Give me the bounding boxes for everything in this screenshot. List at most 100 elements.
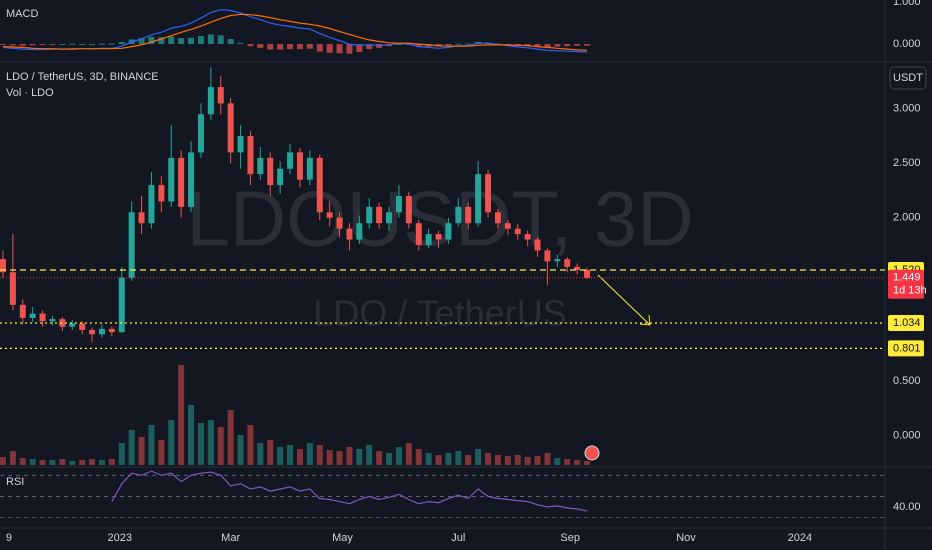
macd-histogram-bar bbox=[534, 44, 541, 47]
candle-body bbox=[554, 259, 561, 262]
currency-button-label[interactable]: USDT bbox=[893, 72, 923, 84]
macd-histogram-bar bbox=[0, 44, 6, 46]
volume-bar bbox=[69, 461, 76, 465]
volume-bar bbox=[574, 460, 581, 465]
candle-body bbox=[326, 212, 333, 218]
volume-bar bbox=[465, 455, 472, 465]
volume-bar bbox=[504, 456, 511, 465]
volume-bar bbox=[435, 455, 442, 465]
volume-bar bbox=[326, 450, 333, 465]
macd-label: MACD bbox=[6, 8, 38, 20]
candle-body bbox=[207, 87, 214, 115]
candle-body bbox=[435, 234, 442, 240]
candle-body bbox=[405, 195, 412, 224]
signal-line bbox=[2, 13, 588, 51]
candle-body bbox=[158, 185, 165, 202]
macd-histogram-bar bbox=[257, 44, 264, 48]
candle-body bbox=[287, 152, 294, 169]
candle-body bbox=[237, 136, 244, 153]
macd-histogram-bar bbox=[584, 44, 591, 46]
volume-bar bbox=[287, 445, 294, 465]
candle-body bbox=[346, 228, 353, 240]
volume-bar bbox=[39, 460, 46, 465]
macd-histogram-bar bbox=[346, 44, 353, 54]
macd-histogram-bar bbox=[445, 44, 452, 46]
candle-body bbox=[386, 212, 393, 224]
y-tick-label: 3.000 bbox=[893, 103, 921, 115]
macd-histogram-bar bbox=[554, 44, 561, 47]
candle-body bbox=[9, 272, 16, 305]
event-icon[interactable] bbox=[584, 445, 600, 461]
macd-histogram-bar bbox=[544, 44, 551, 47]
volume-bar bbox=[395, 447, 402, 465]
candle-body bbox=[29, 313, 36, 318]
volume-bar bbox=[296, 449, 303, 465]
candle-body bbox=[574, 266, 581, 271]
volume-bar bbox=[108, 459, 115, 465]
volume-bar bbox=[9, 451, 16, 465]
volume-bar bbox=[405, 443, 412, 465]
volume-bar bbox=[118, 443, 125, 465]
macd-histogram-bar bbox=[395, 44, 402, 46]
volume-bar bbox=[257, 443, 264, 465]
candle-body bbox=[138, 212, 145, 224]
candle-body bbox=[336, 217, 343, 229]
candle-body bbox=[356, 223, 363, 240]
macd-histogram-bar bbox=[188, 37, 195, 45]
macd-histogram-bar bbox=[237, 42, 244, 45]
candle-body bbox=[494, 212, 501, 224]
volume-bar bbox=[247, 425, 254, 465]
volume-bar bbox=[59, 459, 66, 465]
volume-bar bbox=[49, 460, 56, 465]
macd-histogram-bar bbox=[376, 44, 383, 48]
candle-body bbox=[118, 277, 125, 333]
volume-bar bbox=[168, 420, 175, 465]
volume-bar bbox=[148, 425, 155, 465]
macd-histogram-bar bbox=[59, 44, 66, 46]
candle-body bbox=[79, 323, 86, 330]
volume-bar bbox=[346, 447, 353, 465]
volume-bar bbox=[544, 453, 551, 465]
volume-bar bbox=[494, 455, 501, 465]
currency-button[interactable] bbox=[889, 66, 927, 90]
volume-label: Vol · LDO bbox=[6, 87, 54, 99]
volume-bar bbox=[534, 456, 541, 465]
volume-bar bbox=[524, 457, 531, 465]
macd-histogram-bar bbox=[356, 44, 363, 53]
macd-histogram-bar bbox=[49, 44, 56, 46]
volume-bar bbox=[564, 459, 571, 465]
macd-histogram-bar bbox=[207, 34, 214, 45]
candle-body bbox=[148, 185, 155, 224]
macd-histogram-bar bbox=[158, 37, 165, 45]
macd-histogram-bar bbox=[306, 44, 313, 49]
candle-body bbox=[0, 259, 6, 273]
volume-bar bbox=[98, 460, 105, 465]
volume-bar bbox=[554, 458, 561, 465]
watermark-subtitle: LDO / TetherUS bbox=[313, 293, 566, 334]
macd-histogram-bar bbox=[415, 44, 422, 47]
candle-body bbox=[504, 223, 511, 229]
candle-body bbox=[306, 157, 313, 180]
price-tag-label: 1.034 bbox=[893, 317, 921, 329]
candle-body bbox=[415, 223, 422, 245]
macd-histogram-bar bbox=[455, 43, 462, 45]
volume-bar bbox=[584, 461, 591, 465]
volume-bar bbox=[158, 440, 165, 465]
macd-histogram-bar bbox=[227, 39, 234, 45]
y-tick-label: 2.000 bbox=[893, 212, 921, 224]
candle-body bbox=[485, 174, 492, 213]
volume-bar bbox=[207, 420, 214, 465]
macd-histogram-bar bbox=[148, 36, 155, 45]
macd-histogram-bar bbox=[574, 44, 581, 46]
candle-body bbox=[395, 195, 402, 213]
x-tick-label: 9 bbox=[6, 532, 12, 544]
candle-body bbox=[445, 223, 452, 240]
price-tag-label: 0.801 bbox=[893, 342, 921, 354]
candle-body bbox=[514, 228, 521, 235]
macd-tick-label: 1.000 bbox=[893, 0, 921, 8]
volume-bar bbox=[277, 447, 284, 465]
candle-body bbox=[69, 323, 76, 327]
last-price-tag bbox=[888, 269, 924, 299]
volume-bar bbox=[79, 460, 86, 465]
